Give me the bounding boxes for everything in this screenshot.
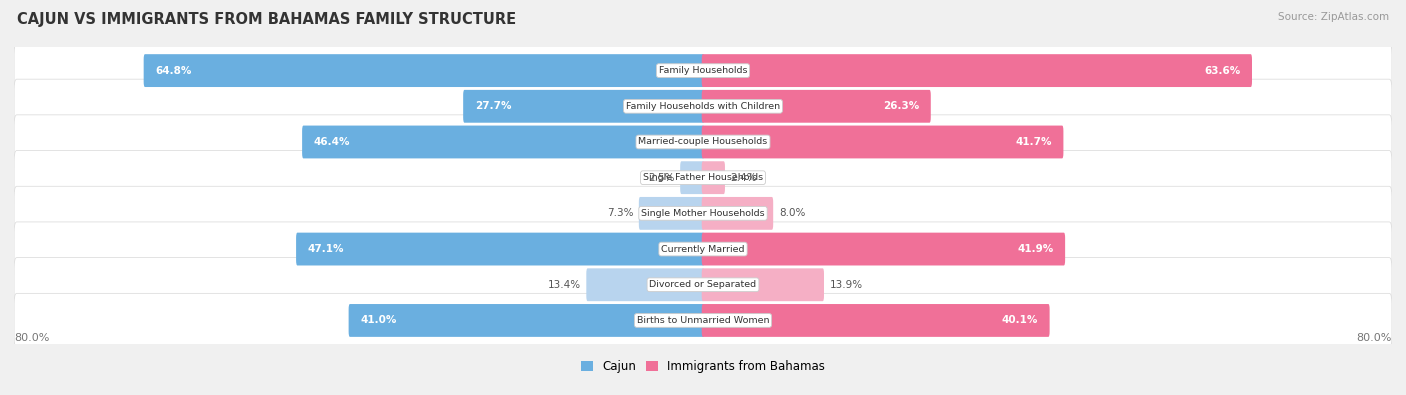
FancyBboxPatch shape [143, 54, 704, 87]
Text: Single Mother Households: Single Mother Households [641, 209, 765, 218]
Text: 7.3%: 7.3% [607, 209, 633, 218]
FancyBboxPatch shape [638, 197, 704, 230]
Text: 26.3%: 26.3% [883, 101, 920, 111]
FancyBboxPatch shape [702, 90, 931, 123]
FancyBboxPatch shape [297, 233, 704, 265]
FancyBboxPatch shape [14, 186, 1392, 241]
Text: 27.7%: 27.7% [475, 101, 512, 111]
FancyBboxPatch shape [702, 197, 773, 230]
Text: 47.1%: 47.1% [308, 244, 344, 254]
FancyBboxPatch shape [14, 79, 1392, 134]
Text: Single Father Households: Single Father Households [643, 173, 763, 182]
FancyBboxPatch shape [681, 161, 704, 194]
Text: CAJUN VS IMMIGRANTS FROM BAHAMAS FAMILY STRUCTURE: CAJUN VS IMMIGRANTS FROM BAHAMAS FAMILY … [17, 12, 516, 27]
FancyBboxPatch shape [14, 115, 1392, 169]
FancyBboxPatch shape [702, 161, 725, 194]
Text: Births to Unmarried Women: Births to Unmarried Women [637, 316, 769, 325]
Text: 40.1%: 40.1% [1001, 316, 1038, 325]
Text: 64.8%: 64.8% [155, 66, 191, 75]
Text: 63.6%: 63.6% [1204, 66, 1240, 75]
Text: 13.4%: 13.4% [547, 280, 581, 290]
Text: 2.4%: 2.4% [731, 173, 756, 182]
FancyBboxPatch shape [702, 268, 824, 301]
FancyBboxPatch shape [702, 126, 1063, 158]
FancyBboxPatch shape [14, 258, 1392, 312]
FancyBboxPatch shape [702, 54, 1251, 87]
Text: Currently Married: Currently Married [661, 245, 745, 254]
Text: 41.0%: 41.0% [360, 316, 396, 325]
Text: 46.4%: 46.4% [314, 137, 350, 147]
Text: Divorced or Separated: Divorced or Separated [650, 280, 756, 289]
FancyBboxPatch shape [349, 304, 704, 337]
FancyBboxPatch shape [14, 43, 1392, 98]
Text: 8.0%: 8.0% [779, 209, 806, 218]
FancyBboxPatch shape [302, 126, 704, 158]
Text: 2.5%: 2.5% [648, 173, 675, 182]
Text: 41.7%: 41.7% [1015, 137, 1052, 147]
Text: 13.9%: 13.9% [830, 280, 863, 290]
FancyBboxPatch shape [586, 268, 704, 301]
Text: Family Households: Family Households [659, 66, 747, 75]
Text: Source: ZipAtlas.com: Source: ZipAtlas.com [1278, 12, 1389, 22]
Text: 41.9%: 41.9% [1018, 244, 1053, 254]
FancyBboxPatch shape [14, 293, 1392, 348]
Text: 80.0%: 80.0% [14, 333, 49, 342]
Text: Family Households with Children: Family Households with Children [626, 102, 780, 111]
Text: 80.0%: 80.0% [1357, 333, 1392, 342]
FancyBboxPatch shape [14, 222, 1392, 276]
Legend: Cajun, Immigrants from Bahamas: Cajun, Immigrants from Bahamas [581, 360, 825, 373]
FancyBboxPatch shape [14, 150, 1392, 205]
FancyBboxPatch shape [702, 233, 1066, 265]
FancyBboxPatch shape [702, 304, 1050, 337]
Text: Married-couple Households: Married-couple Households [638, 137, 768, 147]
FancyBboxPatch shape [463, 90, 704, 123]
